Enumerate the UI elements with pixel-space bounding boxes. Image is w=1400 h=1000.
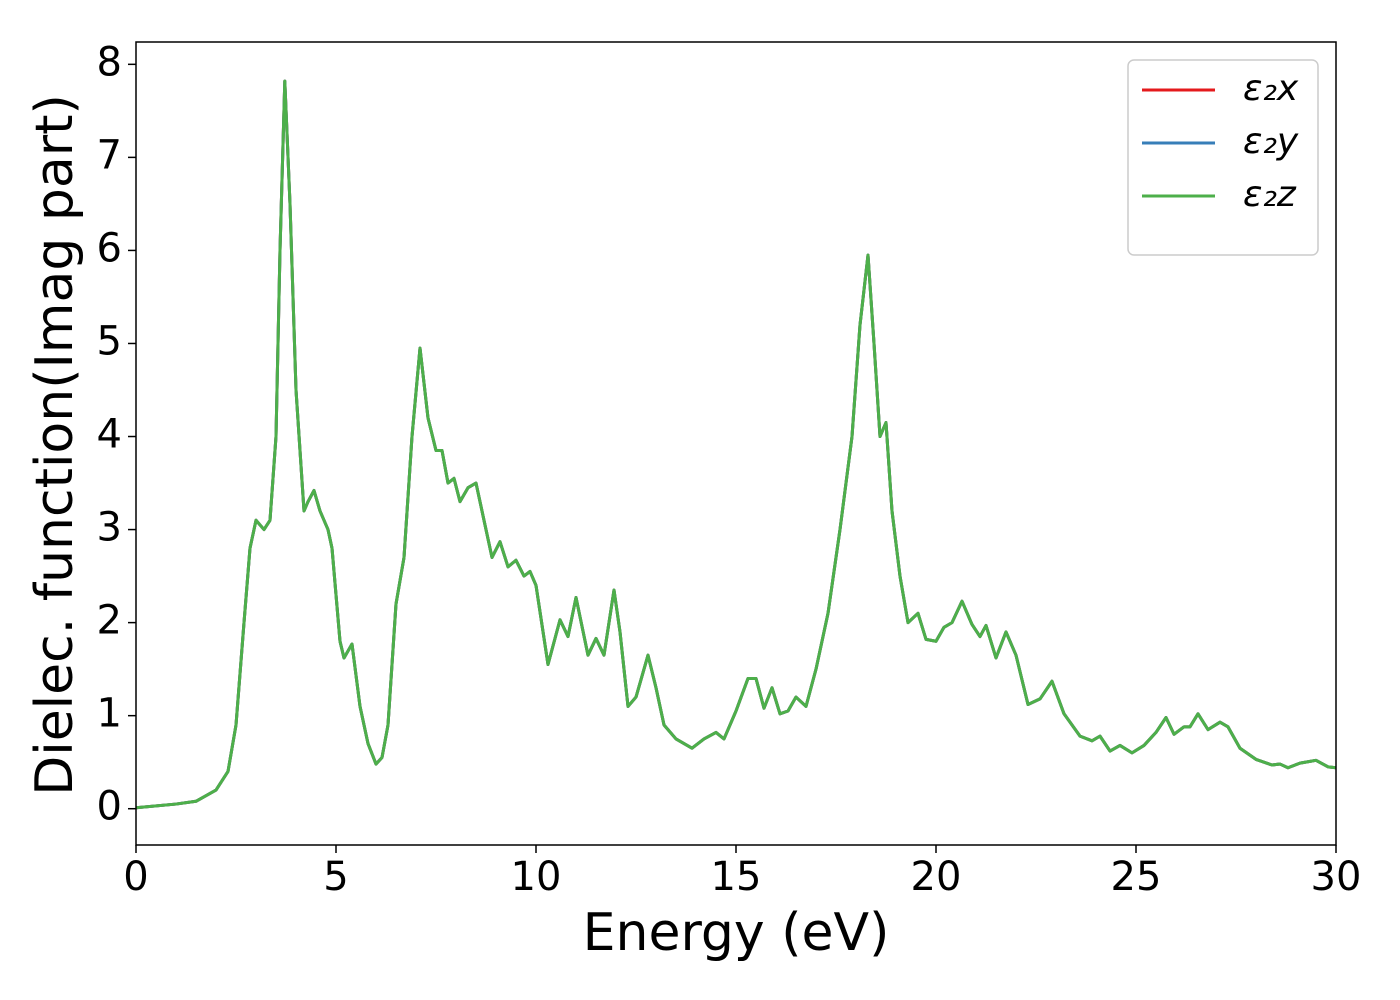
series-line [135,79,1337,810]
x-tick-label: 10 [511,854,562,900]
x-tick-label: 20 [911,854,962,900]
y-tick-label: 5 [97,318,122,364]
y-tick-label: 3 [97,505,122,551]
x-tick-label: 25 [1111,854,1162,900]
plot-frame [135,41,1337,846]
y-tick-label: 6 [97,225,122,271]
y-tick-label: 0 [97,784,122,830]
legend: ε₂x ε₂y ε₂z [1127,59,1319,256]
y-tick-label: 1 [97,691,122,737]
y-axis-label: Dielec. function(Imag part) [25,94,85,796]
y-tick-label: 8 [97,39,122,85]
x-tick-label: 15 [711,854,762,900]
y-tick-label: 7 [97,132,122,178]
y-tick-label: 4 [97,412,122,458]
legend-label: ε₂z [1243,174,1297,215]
x-axis-label: Energy (eV) [583,903,890,963]
legend-label: ε₂y [1243,121,1299,162]
legend-box [1127,59,1319,256]
x-tick-label: 30 [1311,854,1362,900]
x-tick-label: 0 [123,854,148,900]
y-tick-label: 2 [97,598,122,644]
legend-label: ε₂x [1243,68,1299,109]
x-tick-label: 5 [323,854,348,900]
